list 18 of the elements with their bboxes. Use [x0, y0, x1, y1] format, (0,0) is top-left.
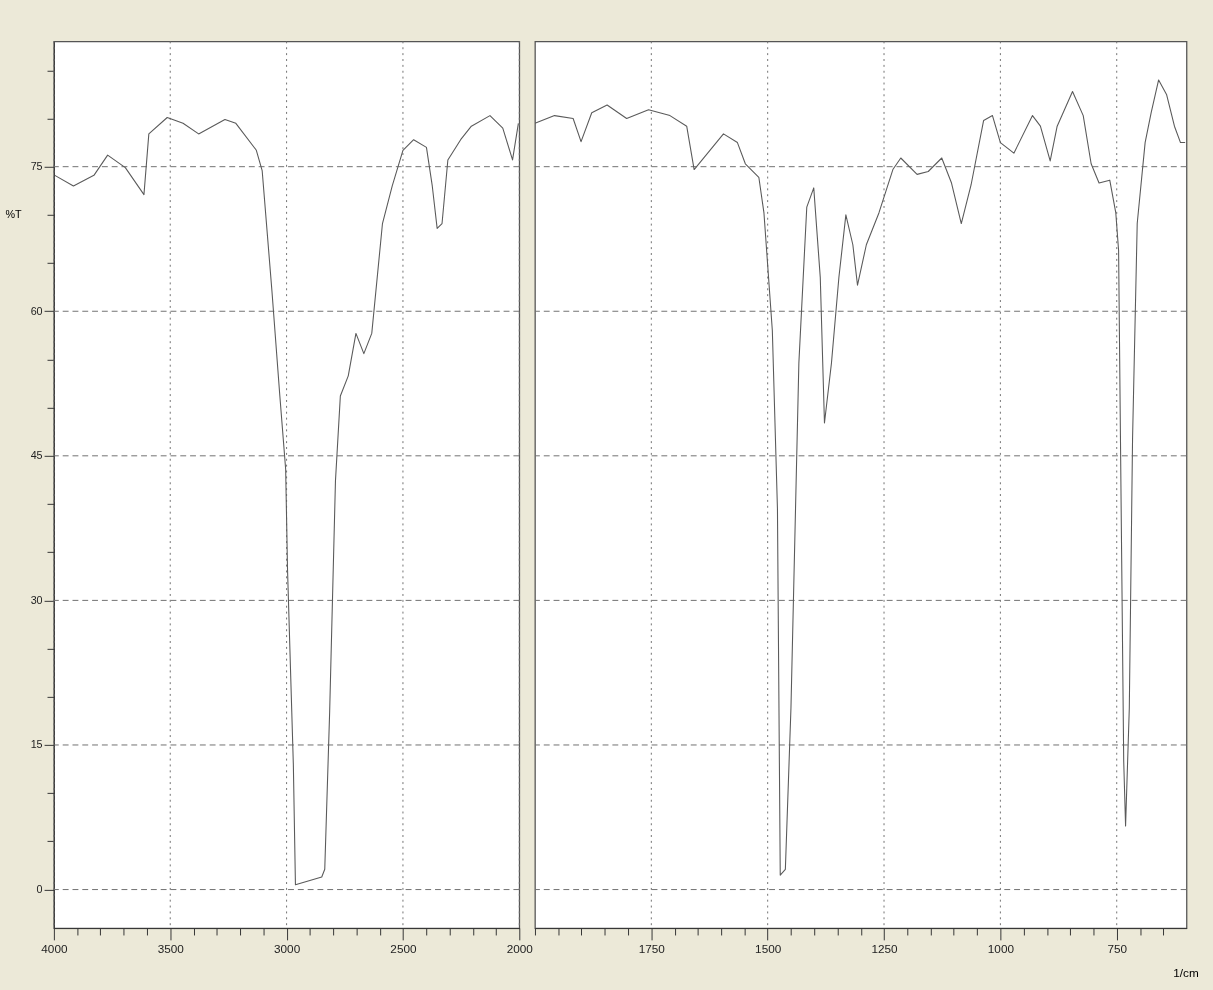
x-tick-label: 3500	[157, 942, 185, 956]
y-tick-label: 45	[30, 449, 43, 462]
x-tick-label: 2000	[506, 942, 534, 956]
x-tick-label: 2500	[390, 942, 417, 956]
x-tick-label: 1500	[755, 942, 782, 956]
y-tick-label: 75	[30, 160, 43, 173]
y-tick-label: 60	[30, 304, 43, 317]
x-tick-label: 4000	[41, 942, 68, 956]
x-tick-label: 1750	[638, 942, 666, 956]
x-tick-label: 750	[1107, 942, 1128, 956]
y-tick-label: 15	[30, 738, 43, 751]
y-tick-label: 0	[36, 882, 43, 895]
y-tick-label: 30	[30, 593, 43, 606]
x-tick-label: 1000	[987, 942, 1015, 956]
y-axis-title: %T	[5, 208, 22, 221]
x-tick-label: 1250	[871, 942, 899, 956]
x-tick-label: 3000	[274, 942, 301, 956]
x-axis-title: 1/cm	[1173, 965, 1199, 979]
